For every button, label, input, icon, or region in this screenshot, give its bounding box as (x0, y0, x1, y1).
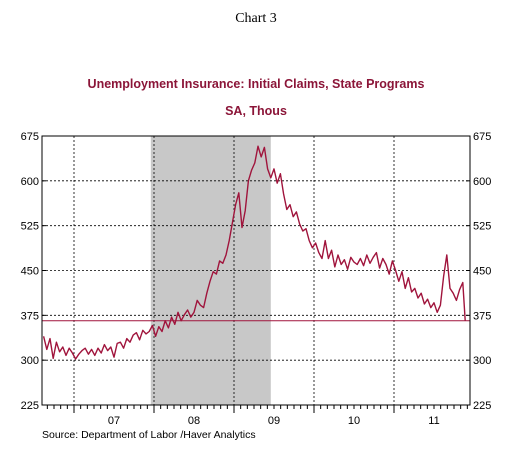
source-note: Source: Department of Labor /Haver Analy… (42, 429, 256, 441)
y-tick-label-left: 225 (21, 400, 39, 412)
y-tick-label-left: 525 (21, 221, 39, 233)
y-tick-label-left: 675 (21, 131, 39, 143)
x-axis-labels: 07 08 09 10 11 (108, 415, 440, 427)
y-tick-label-right: 225 (473, 400, 491, 412)
series-line-initial-claims (42, 145, 466, 360)
y-tick-label-right: 600 (473, 176, 491, 188)
horizontal-gridlines (42, 180, 470, 361)
y-tick-label-right: 300 (473, 355, 491, 367)
x-tick-label: 10 (348, 415, 360, 427)
y-tick-label-left: 375 (21, 310, 39, 322)
chart-subtitle: SA, Thous (225, 104, 287, 118)
x-tick-label: 08 (188, 415, 200, 427)
y-tick-label-left: 300 (21, 355, 39, 367)
y-tick-label-right: 525 (473, 221, 491, 233)
chart-title: Unemployment Insurance: Initial Claims, … (88, 77, 425, 91)
y-axis-labels-left: 225 300 375 450 525 600 675 (21, 131, 39, 412)
vertical-gridlines (73, 136, 395, 405)
x-tick-label: 07 (108, 415, 120, 427)
chart-number: Chart 3 (235, 11, 277, 26)
axis-ticks (42, 135, 470, 413)
y-tick-label-left: 450 (21, 266, 39, 278)
x-tick-label: 11 (428, 415, 439, 427)
y-axis-labels-right: 225 300 375 450 525 600 675 (473, 131, 491, 412)
y-tick-label-right: 375 (473, 310, 491, 322)
y-tick-label-right: 450 (473, 266, 491, 278)
y-tick-label-right: 675 (473, 131, 491, 143)
y-tick-label-left: 600 (21, 176, 39, 188)
x-tick-label: 09 (268, 415, 280, 427)
